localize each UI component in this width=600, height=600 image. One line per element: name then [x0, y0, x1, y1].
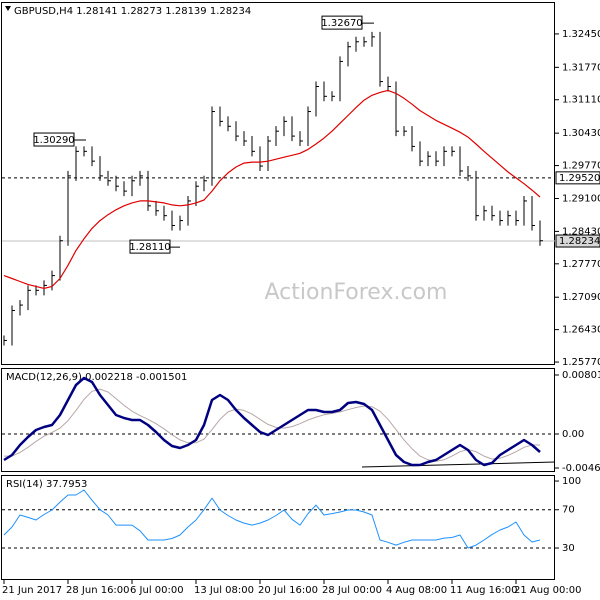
x-tick-label: 4 Aug 08:00	[386, 585, 447, 596]
annotation-label: 1.28110	[129, 242, 170, 253]
x-tick-label: 20 Jul 16:00	[258, 585, 318, 596]
x-tick-label: 21 Aug 00:00	[514, 585, 581, 596]
panel-title: GBPUSD,H4 1.28141 1.28273 1.28139 1.2823…	[14, 6, 251, 17]
series-line	[3, 89, 541, 289]
annotation-label: 1.30290	[33, 135, 74, 146]
y-tick-label: 1.26430	[562, 325, 600, 336]
trend-line	[361, 461, 556, 468]
y-tick-label: 1.30430	[562, 128, 600, 139]
level-label-box	[555, 171, 600, 185]
y-tick-label: -0.004619	[562, 463, 600, 474]
last-price-label: 1.28234	[559, 236, 600, 247]
y-tick-label: 1.31770	[562, 62, 600, 73]
macd-panel	[1, 368, 555, 472]
rsi-panel	[1, 475, 555, 580]
panel-title: MACD(12,26,9) 0.002218 -0.001501	[6, 372, 187, 383]
level-label: 1.29520	[559, 173, 600, 184]
y-tick-label: 1.27770	[562, 259, 600, 270]
y-tick-label: 0.00	[562, 429, 584, 440]
watermark: ActionForex.com	[265, 280, 448, 305]
y-tick-label: 1.25770	[562, 357, 600, 368]
x-tick-label: 13 Jul 08:00	[194, 585, 254, 596]
x-tick-label: 28 Jun 16:00	[66, 585, 130, 596]
y-tick-label: 1.28430	[562, 226, 600, 237]
y-tick-label: 1.29770	[562, 161, 600, 172]
price-panel	[1, 2, 555, 365]
series-line	[3, 376, 541, 467]
annotation-box	[129, 239, 171, 254]
y-tick-label: 100	[562, 476, 581, 487]
x-tick-label: 11 Aug 16:00	[450, 585, 517, 596]
y-tick-label: 1.32450	[562, 29, 600, 40]
annotation-label: 1.32670	[321, 18, 362, 29]
y-tick-label: 1.29100	[562, 193, 600, 204]
y-tick-label: 30	[562, 543, 575, 554]
y-tick-label: 0.008012	[562, 370, 600, 381]
annotation-box	[33, 132, 75, 147]
series-line	[4, 388, 540, 462]
y-tick-label: 1.27090	[562, 292, 600, 303]
last-price-box	[555, 234, 600, 248]
y-tick-label: 70	[562, 505, 575, 516]
x-tick-label: 28 Jul 00:00	[322, 585, 382, 596]
panel-title: RSI(14) 37.7953	[6, 479, 87, 490]
annotation-box	[321, 15, 363, 30]
symbol-icon	[5, 6, 11, 11]
y-tick-label: 1.31110	[562, 95, 600, 106]
x-tick-label: 6 Jul 00:00	[130, 585, 184, 596]
series-line	[3, 489, 541, 549]
x-tick-label: 21 Jun 2017	[2, 585, 62, 596]
